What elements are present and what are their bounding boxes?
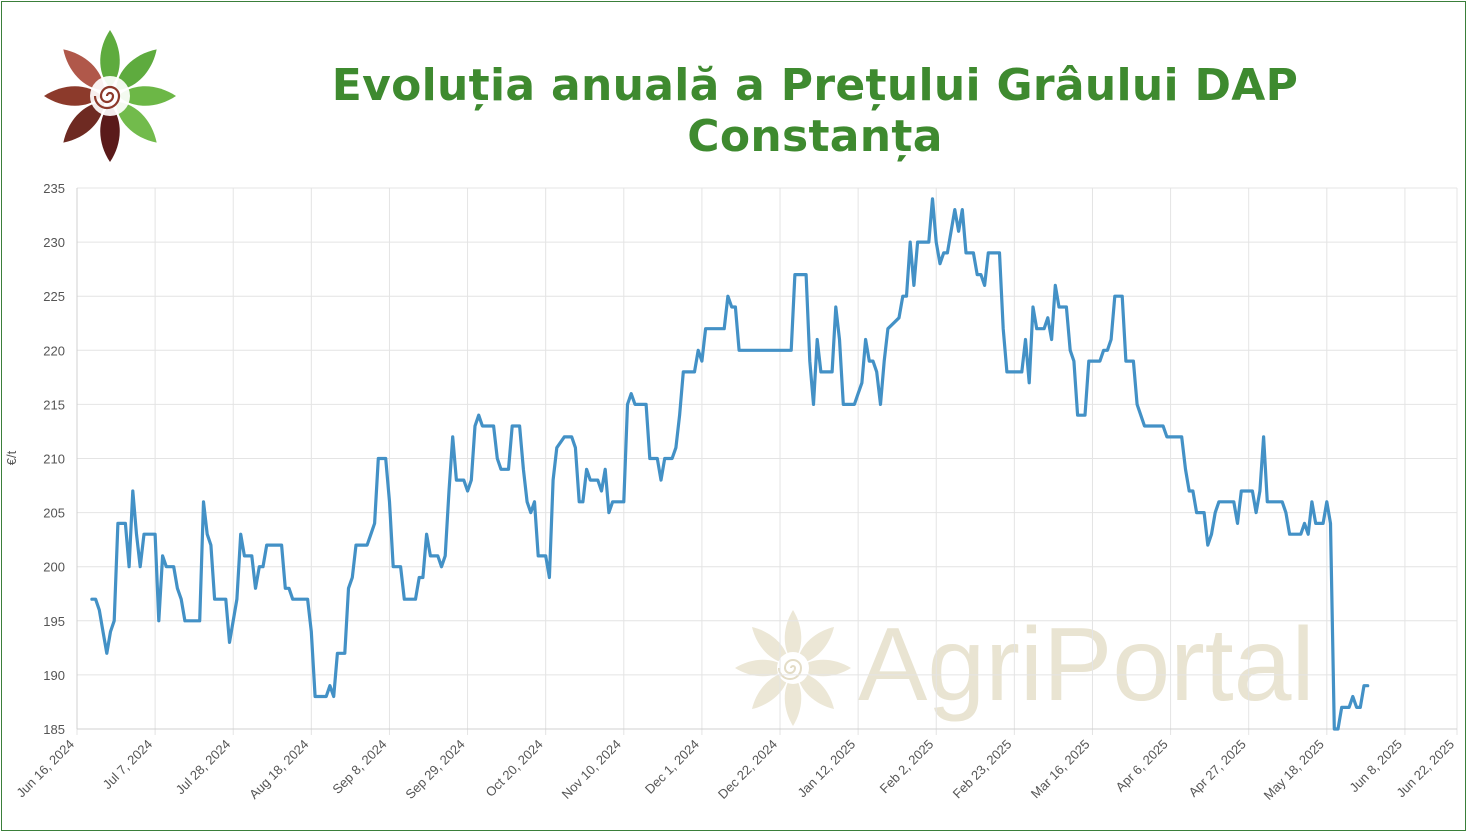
y-axis-label: €/t <box>4 450 19 465</box>
y-tick-label: 190 <box>43 668 65 683</box>
x-axis: Jun 16, 2024 Jul 7, 2024 Jul 28, 2024 Aug 1… <box>13 737 1457 803</box>
x-tick-label: Nov 10, 2024 <box>559 737 624 802</box>
y-tick-label: 235 <box>43 181 65 196</box>
y-tick-label: 195 <box>43 614 65 629</box>
y-tick-label: 225 <box>43 289 65 304</box>
y-tick-label: 205 <box>43 506 65 521</box>
watermark-text: AgriPortal <box>858 607 1315 723</box>
y-tick-label: 215 <box>43 397 65 412</box>
series-line <box>90 197 1370 731</box>
y-tick-label: 230 <box>43 235 65 250</box>
y-tick-label: 200 <box>43 560 65 575</box>
x-tick-label: Aug 18, 2024 <box>246 737 311 802</box>
x-tick-label: Jul 7, 2024 <box>100 737 156 793</box>
x-tick-label: Mar 16, 2025 <box>1028 737 1093 802</box>
x-tick-label: Feb 23, 2025 <box>950 737 1015 802</box>
x-tick-label: Jan 12, 2025 <box>794 737 858 801</box>
x-tick-label: Dec 1, 2024 <box>642 737 702 797</box>
agriportal-watermark: AgriPortal <box>735 607 1315 726</box>
x-tick-label: Sep 29, 2024 <box>402 737 467 802</box>
x-tick-label: Sep 8, 2024 <box>329 737 389 797</box>
y-tick-label: 185 <box>43 722 65 737</box>
chart-title: Evoluția anuală a Prețului Grâului DAP C… <box>331 60 1299 162</box>
y-tick-label: 210 <box>43 452 65 467</box>
x-tick-label: Oct 20, 2024 <box>483 737 546 800</box>
x-tick-label: Feb 2, 2025 <box>877 737 937 797</box>
x-tick-label: Jun 16, 2024 <box>13 737 77 801</box>
x-tick-label: May 18, 2025 <box>1261 737 1327 803</box>
agriportal-flower-logo-icon <box>44 30 176 162</box>
y-tick-label: 220 <box>43 343 65 358</box>
chart-grid <box>76 187 1458 735</box>
y-axis: 235 230 225 220 215 210 205 200 195 190 185 <box>43 181 65 737</box>
x-tick-label: Apr 6, 2025 <box>1113 737 1171 795</box>
x-tick-label: Dec 22, 2024 <box>715 737 780 802</box>
x-tick-label: Apr 27, 2025 <box>1186 737 1249 800</box>
x-tick-label: Jul 28, 2024 <box>173 737 234 798</box>
